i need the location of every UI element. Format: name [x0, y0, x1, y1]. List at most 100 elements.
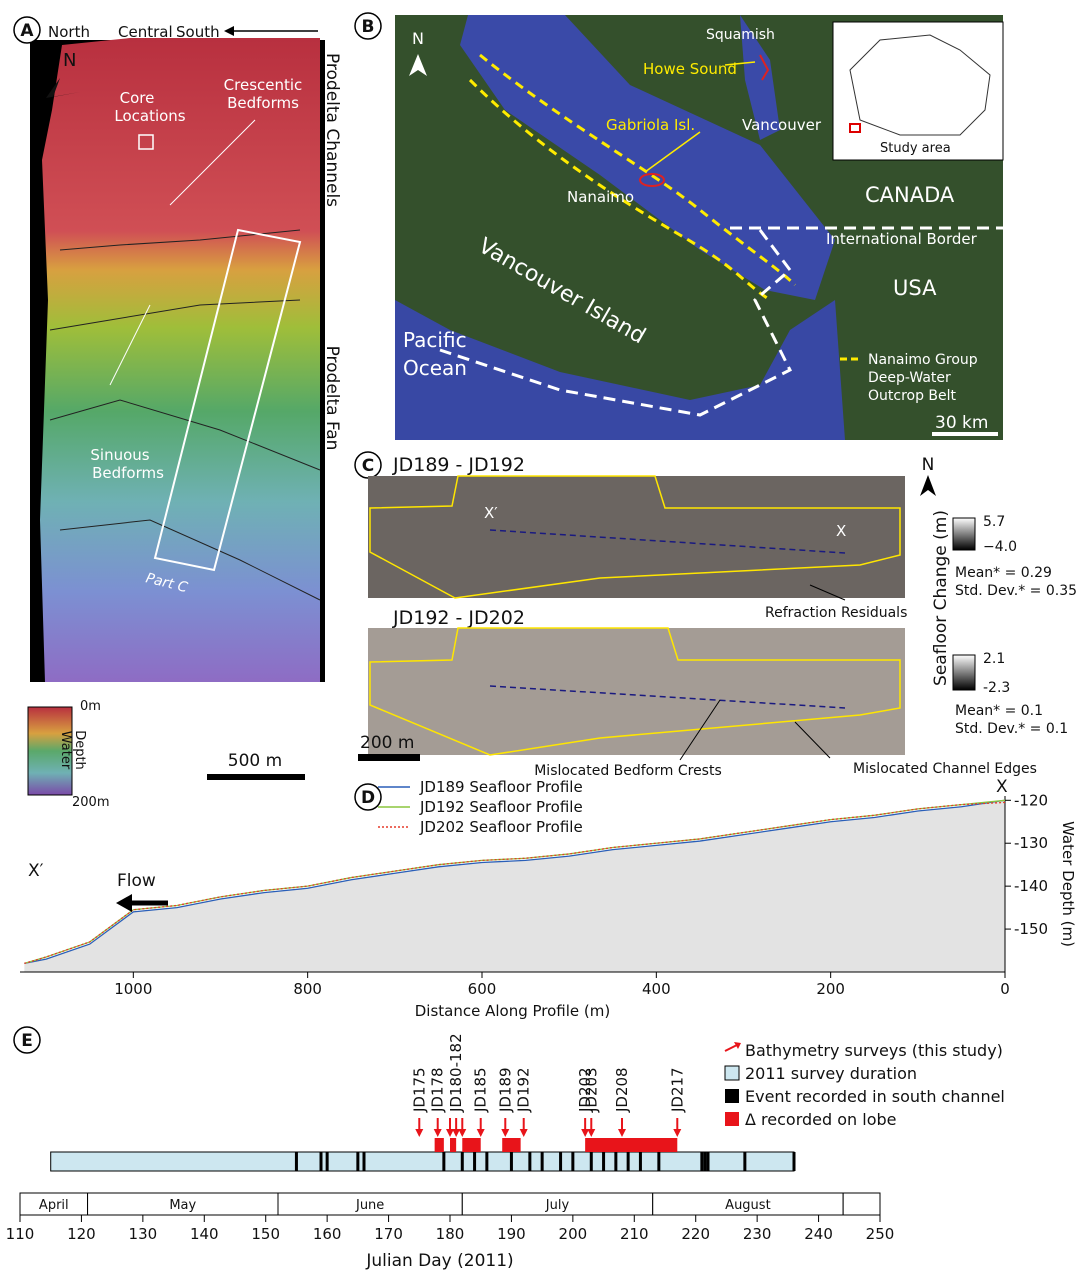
arrow-head — [446, 1129, 454, 1137]
event — [614, 1152, 618, 1171]
legend-label: Δ recorded on lobe — [745, 1110, 896, 1129]
annotation: Core Locations — [114, 89, 185, 125]
annotation-line: Bedforms — [227, 94, 299, 112]
survey-label: JD175 — [410, 1067, 428, 1113]
x-axis-title: Distance Along Profile (m) — [415, 1002, 610, 1020]
survey-arrow — [476, 1118, 485, 1137]
arrow-head — [501, 1129, 510, 1137]
event — [706, 1152, 710, 1171]
place-label-line: Pacific — [403, 328, 467, 352]
inset-label: Study area — [880, 141, 951, 156]
survey-arrow — [501, 1118, 510, 1137]
colorbar — [952, 654, 976, 691]
difference-image — [368, 476, 905, 598]
event — [792, 1152, 796, 1171]
colorbar-title-line: Depth — [72, 730, 87, 770]
arrowhead — [224, 26, 234, 36]
legend-label: JD192 Seafloor Profile — [419, 798, 583, 816]
howe-outline — [759, 54, 770, 81]
stat-label: Std. Dev.* = 0.1 — [955, 721, 1068, 737]
annotation-line: Crescentic — [224, 76, 303, 94]
survey-outline — [369, 475, 901, 599]
month-label: July — [545, 1198, 570, 1213]
event — [638, 1152, 642, 1171]
contour — [59, 519, 321, 601]
panel-a: A North Central South N Prodelta Channel… — [13, 16, 342, 810]
event — [700, 1152, 704, 1171]
scale-title: Seafloor Change (m) — [931, 510, 951, 686]
scale-bar — [207, 774, 305, 780]
canada-outline — [849, 34, 991, 136]
charts: D 1000 800 600 400 200 0 -120 -130 -140 -150 JD189 … — [6, 777, 1077, 1271]
leader — [809, 584, 846, 601]
x-tick-label: 800 — [293, 980, 322, 998]
y-tick-label: -130 — [1014, 834, 1048, 852]
direction-label: South — [176, 23, 220, 41]
panel-marker — [354, 12, 382, 40]
place-label: Pacific Ocean — [403, 328, 467, 380]
x-tick-label: 120 — [67, 1225, 96, 1243]
place-label: International Border — [826, 230, 978, 248]
y-axis-title: Water Depth (m) — [1059, 821, 1077, 947]
lobe-interval — [502, 1138, 521, 1152]
event — [319, 1152, 323, 1171]
arrow-head — [415, 1129, 424, 1137]
lobe-interval — [434, 1138, 444, 1152]
study-area-box — [849, 123, 861, 133]
panel-marker — [354, 783, 382, 811]
x-tick-label: 170 — [374, 1225, 403, 1243]
month-label: April — [39, 1198, 69, 1213]
event — [528, 1152, 532, 1171]
x-tick-label: 200 — [816, 980, 845, 998]
place-label: Howe Sound — [643, 60, 737, 78]
event — [626, 1152, 630, 1171]
panel-letter: E — [21, 1031, 33, 1051]
colorbar-label: -2.3 — [983, 680, 1010, 696]
survey-arrow — [587, 1118, 596, 1137]
legend-symbol — [724, 1044, 738, 1052]
event — [540, 1152, 544, 1171]
north-arrow — [920, 475, 936, 496]
x-tick-label: 140 — [190, 1225, 219, 1243]
stat-label: Std. Dev.* = 0.35 — [955, 583, 1077, 599]
x-tick-label: 250 — [866, 1225, 895, 1243]
colorbar-label: 2.1 — [983, 651, 1005, 667]
side-label: Prodelta Fan — [322, 346, 342, 451]
subpanel-title: JD189 - JD192 — [392, 454, 525, 476]
survey-arrow — [415, 1118, 424, 1137]
scale-label: 30 km — [935, 413, 988, 433]
profile-end: X′ — [484, 504, 498, 522]
x-tick-label: 200 — [559, 1225, 588, 1243]
contour — [59, 229, 301, 251]
place-label-line: Ocean — [403, 356, 467, 380]
core-box — [138, 134, 154, 150]
stat-label: Mean* = 0.29 — [955, 565, 1052, 581]
leader — [109, 304, 151, 386]
inset-map — [832, 21, 1004, 161]
x-tick-label: 110 — [6, 1225, 35, 1243]
x-tick-label: 400 — [642, 980, 671, 998]
lobe-interval — [462, 1138, 481, 1152]
profile-line — [24, 799, 1006, 965]
event — [743, 1152, 747, 1171]
place-label: Vancouver — [742, 116, 822, 134]
survey-label: JD178 — [429, 1067, 447, 1113]
survey-arrow — [458, 1118, 467, 1137]
event — [485, 1152, 489, 1171]
scale-label: 200 m — [360, 733, 414, 753]
panel-marker — [13, 1026, 41, 1054]
survey-label: JD192 — [515, 1067, 533, 1113]
survey-duration — [50, 1151, 795, 1172]
legend-line: Deep-Water — [868, 370, 951, 386]
north-label: N — [412, 29, 424, 48]
survey-outline — [369, 627, 901, 756]
event — [559, 1152, 563, 1171]
panel-c: C JD189 - JD192 X′ X N 5.7 −4.0 Mean* = … — [354, 451, 1077, 779]
survey-arrow — [452, 1118, 461, 1137]
legend-symbol — [734, 1042, 741, 1049]
north-label: N — [63, 50, 76, 71]
profile-end: X — [836, 522, 846, 540]
legend-label: JD189 Seafloor Profile — [419, 778, 583, 796]
profile-end: X′ — [28, 861, 44, 881]
